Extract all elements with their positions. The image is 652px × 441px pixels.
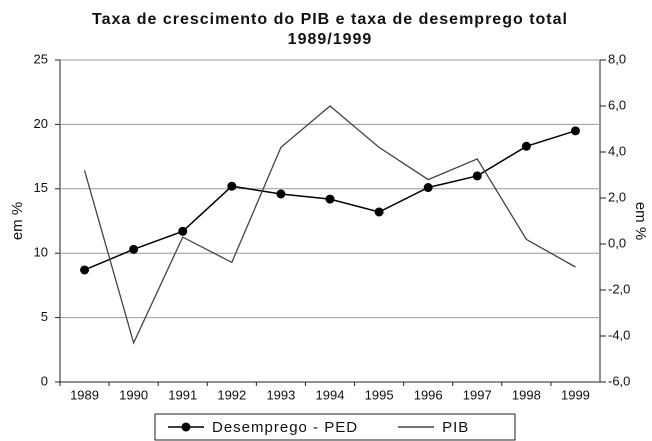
y2-tick-label: 8,0: [608, 51, 626, 66]
x-tick-label: 1996: [414, 387, 443, 402]
chart-title: Taxa de crescimento do PIB e taxa de des…: [92, 11, 568, 28]
x-tick-label: 1999: [561, 387, 590, 402]
x-tick-label: 1997: [463, 387, 492, 402]
x-tick-label: 1994: [316, 387, 345, 402]
y-tick-label: 15: [34, 180, 48, 195]
legend-label: Desemprego - PED: [212, 419, 358, 436]
y2-tick-label: 4,0: [608, 143, 626, 158]
data-point: [325, 194, 335, 204]
legend-marker: [181, 422, 191, 432]
data-point: [423, 183, 433, 193]
data-point: [80, 265, 90, 275]
data-point: [570, 126, 580, 136]
y2-tick-label: 0,0: [608, 235, 626, 250]
y-tick-label: 5: [41, 309, 48, 324]
data-point: [178, 226, 188, 236]
y-tick-label: 0: [41, 373, 48, 388]
y2-tick-label: -2,0: [608, 281, 630, 296]
x-tick-label: 1990: [119, 387, 148, 402]
legend-label: PIB: [442, 419, 469, 436]
x-tick-label: 1993: [266, 387, 295, 402]
y-tick-label: 10: [34, 245, 48, 260]
y2-axis-title: em %: [632, 202, 649, 240]
x-tick-label: 1998: [512, 387, 541, 402]
y-tick-label: 20: [34, 116, 48, 131]
y2-tick-label: -4,0: [608, 327, 630, 342]
y2-tick-label: 6,0: [608, 97, 626, 112]
data-point: [374, 207, 384, 217]
series-line: [83, 105, 576, 345]
legend-box: [154, 413, 516, 441]
y2-tick-label: -6,0: [608, 373, 630, 388]
data-point: [227, 181, 237, 191]
y-axis-title: em %: [9, 202, 26, 240]
data-point: [472, 171, 482, 181]
data-point: [521, 141, 531, 151]
y2-tick-label: 2,0: [608, 189, 626, 204]
x-tick-label: 1989: [70, 387, 99, 402]
data-point: [276, 189, 286, 199]
x-tick-label: 1995: [365, 387, 394, 402]
chart-subtitle: 1989/1999: [288, 31, 373, 48]
data-point: [129, 244, 139, 254]
y-tick-label: 25: [34, 51, 48, 66]
x-tick-label: 1992: [217, 387, 246, 402]
x-tick-label: 1991: [168, 387, 197, 402]
